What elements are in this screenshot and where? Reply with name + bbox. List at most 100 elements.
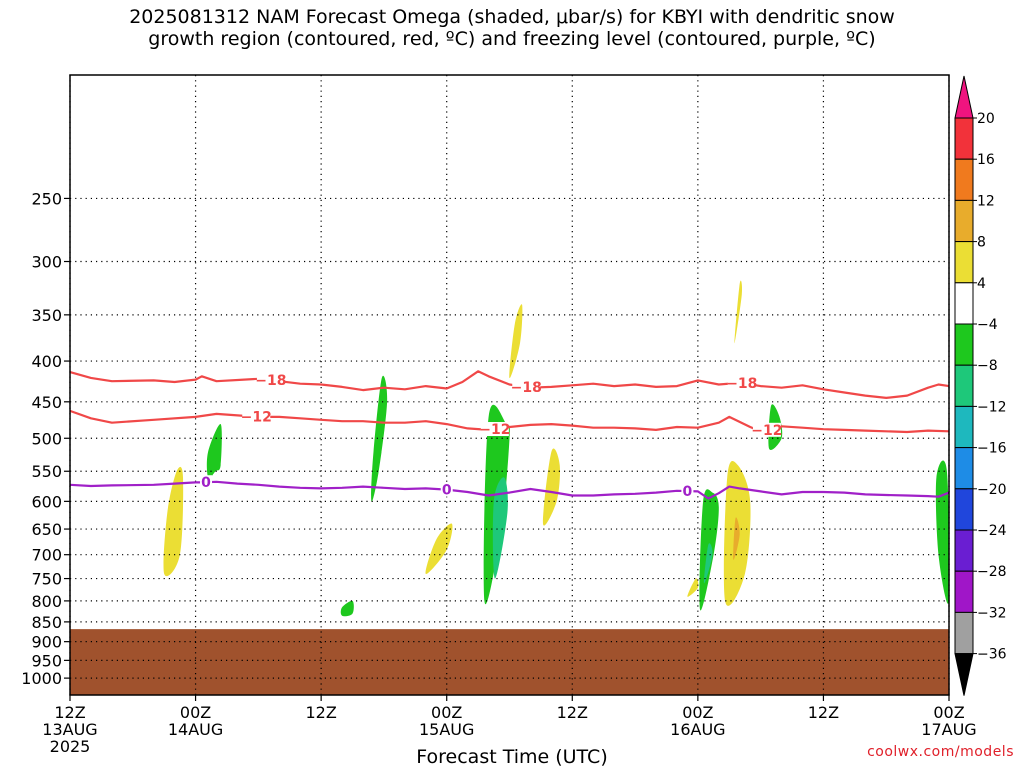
y-tick-label-700: 700	[31, 546, 62, 565]
omega-region-15	[687, 578, 699, 597]
temperature-contours: −18 −18 −18 −12 −12 −12 0 0 0	[69, 370, 950, 500]
gridlines	[69, 75, 950, 695]
y-tick-label-750: 750	[31, 570, 62, 589]
y-tick-label-600: 600	[31, 492, 62, 511]
y-tick-label-1000: 1000	[21, 669, 62, 688]
contour-label-bg	[440, 482, 453, 497]
omega-region-9	[163, 466, 184, 577]
contour-label-bg	[727, 376, 756, 391]
colorbar-bin	[954, 158, 974, 201]
plot-frame	[69, 74, 950, 696]
contour-label--18: −18	[511, 380, 542, 396]
omega-region-6	[704, 543, 713, 584]
contour-label-bg	[480, 422, 509, 437]
omega-region-2	[371, 375, 388, 502]
x-tick-label: 13AUG	[42, 720, 97, 739]
contour-label-bg	[256, 373, 285, 388]
x-tick-label: 12Z	[557, 703, 588, 722]
colorbar-tick-label: −24	[977, 523, 1007, 539]
omega-region-17	[340, 600, 354, 617]
colorbar-bin	[954, 323, 974, 366]
contour-0	[69, 480, 950, 500]
colorbar-tick-label: −36	[977, 647, 1007, 663]
contour-label--12: −12	[479, 422, 510, 438]
contour-label-bg	[752, 422, 781, 437]
contour-label--18: −18	[726, 376, 757, 392]
terrain-fill	[70, 629, 949, 695]
colorbar-bottom-triangle	[954, 653, 974, 696]
colorbar-bin	[954, 447, 974, 490]
x-tick-label: 12Z	[808, 703, 839, 722]
omega-shaded-regions	[163, 280, 950, 617]
colorbar-bin	[954, 488, 974, 531]
y-tick-label-300: 300	[31, 253, 62, 272]
colorbar-bin	[954, 405, 974, 449]
colorbar-top-triangle	[954, 75, 974, 119]
contour-label-bg	[681, 484, 694, 499]
y-tick-label-250: 250	[31, 189, 62, 208]
colorbar-bin	[954, 570, 974, 613]
colorbar-tick-label: 16	[977, 152, 995, 168]
colorbar-tick-label: −16	[977, 441, 1007, 457]
contour-label-0: 0	[683, 484, 693, 500]
x-tick-label: 00Z	[431, 703, 462, 722]
colorbar-tick-label: 12	[977, 193, 995, 209]
colorbar: 20 16 12 8 4 −4 −8 −12 −16 −20 −24 −28 −32 −36	[954, 75, 1007, 696]
colorbar-bin	[954, 199, 974, 243]
x-tick-label: 2025	[50, 737, 91, 756]
omega-region-11	[509, 304, 523, 379]
x-tick-label: 00Z	[682, 703, 713, 722]
y-tick-label-400: 400	[31, 352, 62, 371]
omega-region-4	[492, 477, 508, 579]
colorbar-bin	[954, 282, 974, 325]
contour-label-bg	[512, 380, 541, 395]
plot-border	[69, 74, 950, 696]
contour-label-0: 0	[201, 475, 211, 491]
contour--12	[69, 409, 950, 434]
omega-region-16	[734, 280, 743, 344]
chart-title-line-2: growth region (contoured, red, ºC) and f…	[148, 28, 876, 50]
x-tick-label: 12Z	[305, 703, 336, 722]
x-tick-label: 15AUG	[419, 720, 474, 739]
contour-label--12: −12	[241, 410, 272, 426]
colorbar-tick-label: −8	[977, 358, 998, 374]
y-tick-label-500: 500	[31, 429, 62, 448]
x-tick-label: 12Z	[54, 703, 85, 722]
colorbar-bin	[954, 529, 974, 572]
colorbar-bin	[954, 611, 974, 655]
x-tick-label: 17AUG	[921, 720, 976, 739]
colorbar-bin	[954, 241, 974, 284]
x-tick-label: 14AUG	[168, 720, 223, 739]
chart-title: 2025081312 NAM Forecast Omega (shaded, μ…	[0, 6, 1024, 50]
colorbar-tick-label: −32	[977, 605, 1007, 621]
colorbar-bin	[954, 117, 974, 160]
y-tick-label-650: 650	[31, 520, 62, 539]
contour-label--12: −12	[751, 423, 782, 439]
y-tick-label-950: 950	[31, 651, 62, 670]
contour-label-bg	[200, 475, 213, 490]
colorbar-tick-label: 20	[977, 111, 995, 127]
omega-region-12	[542, 448, 560, 526]
y-tick-label-350: 350	[31, 306, 62, 325]
colorbar-bin	[954, 364, 974, 407]
colorbar-tick-label: −20	[977, 482, 1007, 498]
colorbar-tick-label: 4	[977, 276, 986, 292]
y-tick-label-900: 900	[31, 633, 62, 652]
y-tick-label-550: 550	[31, 462, 62, 481]
omega-region-1	[206, 423, 222, 479]
chart-title-line-1: 2025081312 NAM Forecast Omega (shaded, μ…	[129, 6, 895, 28]
x-tick-label: 00Z	[180, 703, 211, 722]
x-tick-label: 16AUG	[670, 720, 725, 739]
contour-label-0: 0	[442, 483, 452, 499]
contour-label-bg	[242, 409, 271, 424]
x-tick-label: 00Z	[933, 703, 964, 722]
contour-label--18: −18	[255, 373, 286, 389]
colorbar-tick-label: −4	[977, 317, 998, 333]
omega-region-14	[733, 517, 740, 560]
colorbar-tick-label: −12	[977, 399, 1007, 415]
colorbar-tick-label: 8	[977, 235, 986, 251]
y-axis-ticks: 2503003504004505005506006507007508008509…	[21, 189, 70, 688]
colorbar-tick-label: −28	[977, 564, 1007, 580]
